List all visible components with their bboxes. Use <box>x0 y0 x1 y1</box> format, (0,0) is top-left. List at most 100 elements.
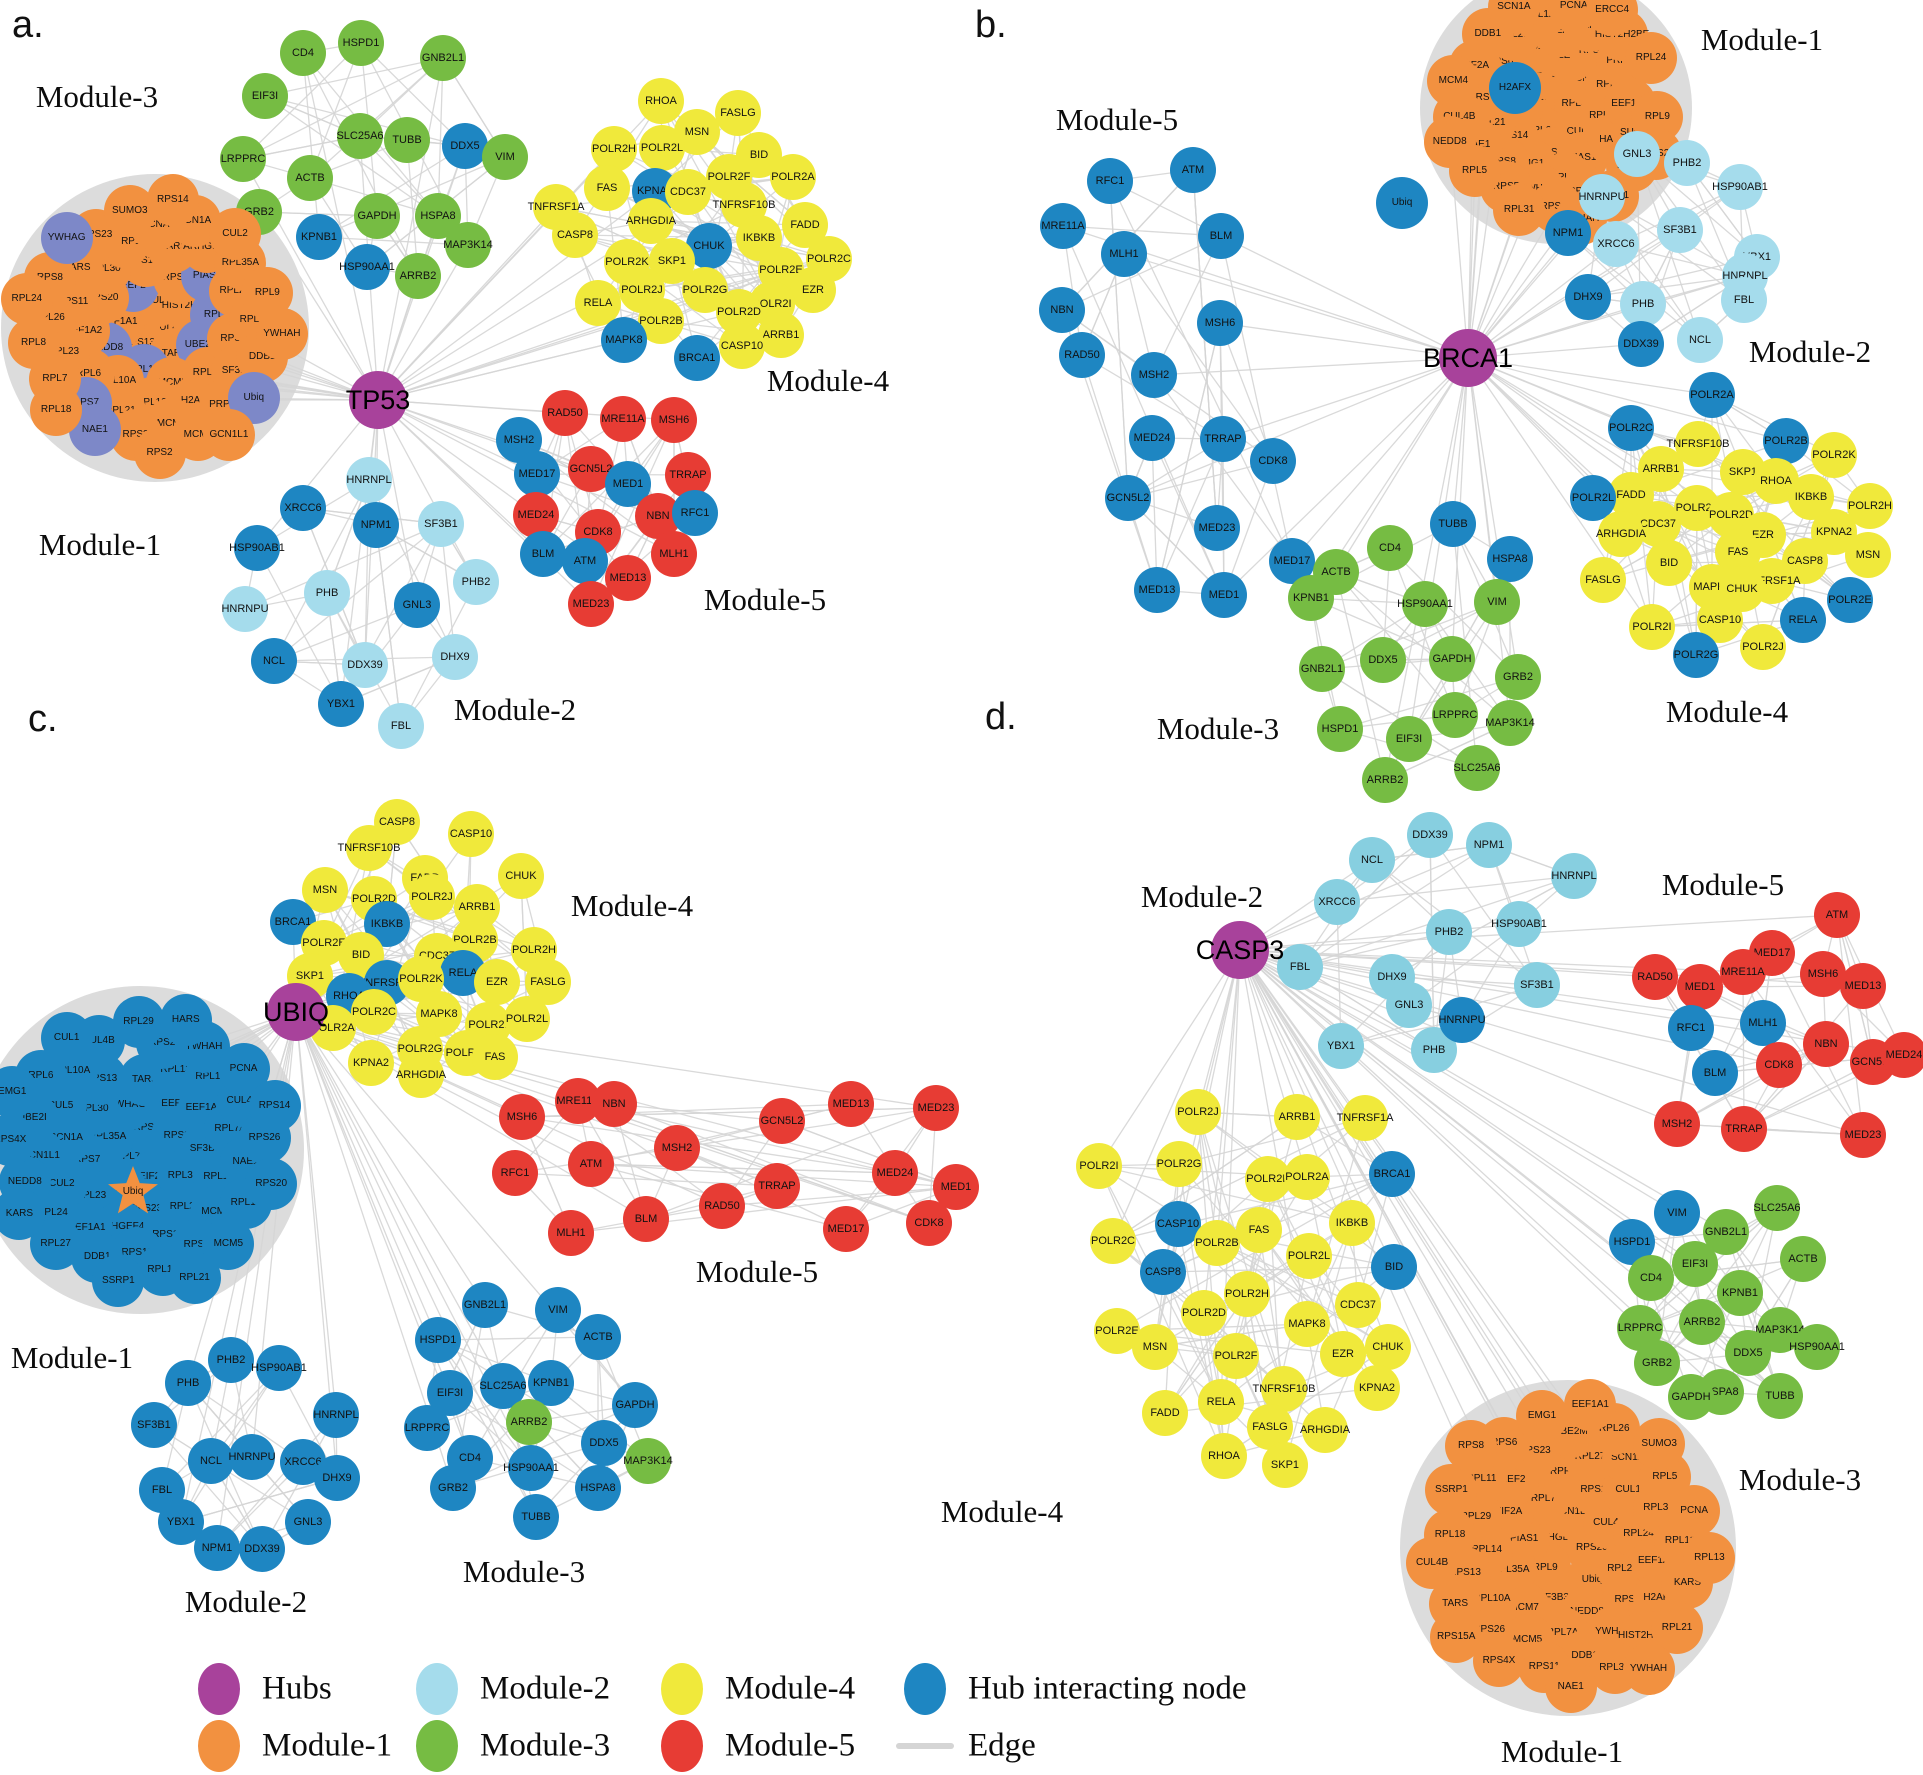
network-node[interactable]: NBN <box>1803 1021 1849 1067</box>
network-node[interactable]: GNL3 <box>285 1499 331 1545</box>
network-node[interactable]: MRE11A <box>600 396 646 442</box>
network-node[interactable]: MED1 <box>1677 964 1723 1010</box>
network-node[interactable]: GNB2L1 <box>420 35 466 81</box>
network-node[interactable]: HSPD1 <box>415 1317 461 1363</box>
network-node[interactable]: GAPDH <box>612 1382 658 1428</box>
network-node[interactable]: PHB2 <box>453 559 499 605</box>
network-node[interactable]: MRE11A <box>1720 949 1766 995</box>
network-node[interactable]: MED13 <box>828 1081 874 1127</box>
network-node[interactable]: H2AFX <box>1489 62 1541 114</box>
network-node[interactable]: MAP3K14 <box>623 1438 673 1484</box>
network-node[interactable]: NPM1 <box>353 502 399 548</box>
network-node[interactable]: SSRP1 <box>92 1255 145 1308</box>
network-node[interactable]: PHB <box>165 1360 211 1406</box>
network-node[interactable]: POLR2J <box>409 874 455 920</box>
network-node[interactable]: RPL29 <box>112 996 165 1049</box>
network-node[interactable]: MAP3K14 <box>443 222 493 268</box>
network-node[interactable]: EZR <box>474 959 520 1005</box>
network-node[interactable]: DDX5 <box>1725 1330 1771 1376</box>
network-node[interactable]: CDK8 <box>906 1200 952 1246</box>
network-node[interactable]: EZR <box>1320 1331 1366 1377</box>
network-node[interactable]: CASP10 <box>448 811 494 857</box>
network-node[interactable]: GAPDH <box>1429 636 1475 682</box>
network-node[interactable]: YWHAH <box>255 308 308 361</box>
network-node[interactable]: BRCA1 <box>1369 1151 1415 1197</box>
network-node[interactable]: ACTB <box>575 1314 621 1360</box>
network-node[interactable]: MSH2 <box>1654 1101 1700 1147</box>
network-node[interactable]: FAS <box>1236 1207 1282 1253</box>
network-node[interactable]: XRCC6 <box>1314 879 1360 925</box>
network-node[interactable]: YBX1 <box>1318 1023 1364 1069</box>
network-node[interactable]: SLC25A6 <box>1453 745 1501 791</box>
network-node[interactable]: TUBB <box>1430 501 1476 547</box>
network-node[interactable]: RPS20 <box>245 1157 298 1210</box>
network-node[interactable]: HNRNPU <box>1438 997 1486 1043</box>
network-node[interactable]: TUBB <box>384 117 430 163</box>
network-node[interactable]: XRCC6 <box>1593 221 1639 267</box>
network-node[interactable]: POLR2K <box>1811 432 1857 478</box>
network-node[interactable]: FBL <box>378 703 424 749</box>
network-node[interactable]: RELA <box>1198 1379 1244 1425</box>
network-node[interactable]: MLH1 <box>548 1210 594 1256</box>
network-node[interactable]: GNB2L1 <box>462 1282 508 1328</box>
network-node[interactable]: POLR2C <box>1090 1218 1136 1264</box>
network-node[interactable]: FADD <box>1142 1390 1188 1436</box>
network-node[interactable]: ARRB2 <box>1679 1299 1725 1345</box>
network-node[interactable]: GRB2 <box>1495 654 1541 700</box>
network-node[interactable]: RPS14 <box>248 1080 301 1133</box>
network-node[interactable]: RFC1 <box>1087 158 1133 204</box>
network-node[interactable]: RAD50 <box>542 390 588 436</box>
network-node[interactable]: HNRNPU <box>221 586 269 632</box>
network-node[interactable]: CDK8 <box>1250 438 1296 484</box>
network-node[interactable]: Ubiq <box>1376 177 1428 229</box>
network-node[interactable]: MSN <box>1132 1324 1178 1370</box>
network-node[interactable]: MLH1 <box>651 531 697 577</box>
network-node[interactable]: RPS15A <box>1430 1611 1483 1664</box>
network-node[interactable]: DDX5 <box>442 123 488 169</box>
network-node[interactable]: RPL24 <box>0 272 53 325</box>
network-node[interactable]: EIF3I <box>242 73 288 119</box>
network-node[interactable]: NBN <box>1039 287 1085 333</box>
network-node[interactable]: NCL <box>1349 837 1395 883</box>
network-node[interactable]: KPNB1 <box>296 214 342 260</box>
network-node[interactable]: ARRB2 <box>506 1399 552 1445</box>
network-node[interactable]: FBL <box>1721 277 1767 323</box>
network-node[interactable]: POLR2J <box>1740 624 1786 670</box>
network-node[interactable]: GCN5L2 <box>759 1098 805 1144</box>
network-node[interactable]: YWHAG <box>40 212 93 265</box>
network-node[interactable]: POLR2L <box>639 125 685 171</box>
network-node[interactable]: SF3B1 <box>1514 962 1560 1008</box>
network-node[interactable]: HSP90AB1 <box>229 525 285 571</box>
network-node[interactable]: TNFRSF1A <box>1337 1095 1393 1141</box>
network-node[interactable]: POLR2L <box>504 996 550 1042</box>
network-node[interactable]: MED1 <box>1201 572 1247 618</box>
network-node[interactable]: LRPPRC <box>220 136 266 182</box>
network-node[interactable]: MED13 <box>1134 567 1180 613</box>
network-node[interactable]: RHOA <box>638 78 684 124</box>
network-node[interactable]: RPS8 <box>1445 1420 1498 1473</box>
network-node[interactable]: ATM <box>568 1141 614 1187</box>
network-node[interactable]: MED13 <box>1840 963 1886 1009</box>
network-node[interactable]: HSP90AB1 <box>1491 901 1547 947</box>
network-node[interactable]: CDC37 <box>1335 1282 1381 1328</box>
network-node[interactable]: NCL <box>251 638 297 684</box>
network-node[interactable]: HSP90AA1 <box>1397 581 1453 627</box>
network-node[interactable]: FAS <box>584 165 630 211</box>
network-node[interactable]: PCNA <box>1668 1485 1721 1538</box>
network-node[interactable]: MED23 <box>568 581 614 627</box>
network-node[interactable]: CASP8 <box>552 212 598 258</box>
network-node[interactable]: BLM <box>1198 213 1244 259</box>
network-node[interactable]: RAD50 <box>699 1183 745 1229</box>
network-node[interactable]: BLM <box>623 1196 669 1242</box>
network-node[interactable]: BRCA1 <box>674 335 720 381</box>
network-node[interactable]: DDX5 <box>1360 637 1406 683</box>
network-node[interactable]: RFC1 <box>1668 1005 1714 1051</box>
network-node[interactable]: TRRAP <box>754 1163 800 1209</box>
network-node[interactable]: SUMO3 <box>1633 1418 1686 1471</box>
network-node[interactable]: RHOA <box>1201 1433 1247 1479</box>
network-node[interactable]: MED23 <box>1194 505 1240 551</box>
network-node[interactable]: RFC1 <box>672 490 718 536</box>
network-node[interactable]: CD4 <box>1367 525 1413 571</box>
hub-node[interactable]: TP53 <box>346 371 410 429</box>
network-node[interactable]: MSH2 <box>654 1125 700 1171</box>
